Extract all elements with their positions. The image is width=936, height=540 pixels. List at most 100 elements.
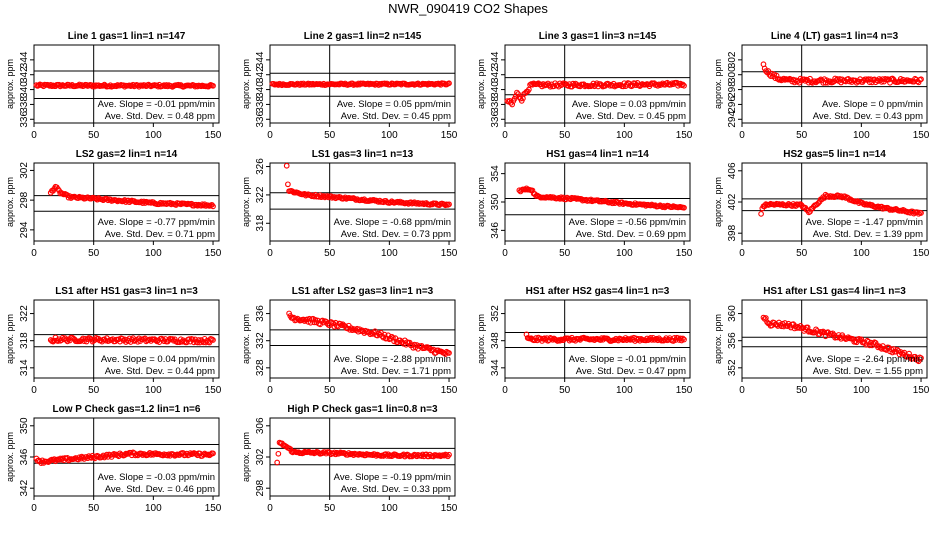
y-axis-label: approx. ppm <box>241 177 251 227</box>
data-point <box>815 200 822 207</box>
x-tick-label: 150 <box>676 248 693 259</box>
data-point <box>324 193 331 199</box>
x-tick-label: 100 <box>381 130 398 141</box>
y-tick-label: 360 <box>727 305 738 322</box>
y-tick-label: 298 <box>255 479 266 496</box>
y-tick-label: 338 <box>19 96 30 113</box>
slope-text: Ave. Slope = -0.77 ppm/min <box>98 217 215 228</box>
x-tick-label: 150 <box>205 503 222 514</box>
data-point <box>134 338 141 345</box>
data-point <box>206 82 213 89</box>
x-tick-label: 150 <box>913 130 930 141</box>
plot-frame <box>269 162 456 242</box>
x-tick-label: 0 <box>502 130 508 141</box>
x-tick-label: 100 <box>145 503 162 514</box>
x-tick-label: 50 <box>559 385 571 396</box>
y-tick-label: 348 <box>490 332 501 349</box>
slope-text: Ave. Slope = 0.05 ppm/min <box>337 99 451 110</box>
slope-text: Ave. Slope = 0 ppm/min <box>822 99 923 110</box>
y-axis-label: approx. ppm <box>713 59 723 109</box>
data-point <box>918 355 924 361</box>
y-tick-label: 294 <box>19 221 30 238</box>
y-tick-label: 332 <box>255 332 266 349</box>
x-tick-label: 0 <box>267 130 273 141</box>
data-point <box>210 450 216 457</box>
y-axis-label: approx. ppm <box>713 314 723 364</box>
data-point <box>882 76 889 82</box>
data-point <box>833 77 840 84</box>
data-point <box>351 196 358 202</box>
data-point <box>375 330 382 337</box>
data-point <box>76 454 83 461</box>
y-tick-label: 302 <box>255 448 266 465</box>
plot-frame <box>741 299 928 379</box>
y-tick-label: 344 <box>490 51 501 68</box>
data-point <box>138 450 145 457</box>
x-tick-label: 0 <box>31 503 37 514</box>
x-tick-label: 100 <box>145 130 162 141</box>
panel-9: LS1 after HS1 gas=3 lin=1 n=3 0 50 100 150 31… <box>5 286 222 396</box>
data-point <box>838 193 844 199</box>
x-tick-label: 150 <box>676 130 693 141</box>
data-point <box>665 336 672 343</box>
data-point <box>99 454 105 460</box>
data-point <box>312 316 319 323</box>
slope-text: Ave. Slope = -0.03 ppm/min <box>98 472 215 483</box>
x-tick-label: 150 <box>913 385 930 396</box>
y-tick-label: 314 <box>19 359 30 376</box>
data-point <box>918 210 924 216</box>
y-tick-label: 352 <box>490 305 501 322</box>
x-tick-label: 0 <box>267 503 273 514</box>
y-tick-label: 344 <box>255 51 266 68</box>
data-point <box>210 82 216 89</box>
x-tick-label: 100 <box>616 248 633 259</box>
x-tick-label: 50 <box>88 130 100 141</box>
x-tick-label: 150 <box>205 130 222 141</box>
x-tick-label: 0 <box>739 248 745 259</box>
panel-title: High P Check gas=1 lin=0.8 n=3 <box>287 404 438 415</box>
slope-text: Ave. Slope = -0.01 ppm/min <box>569 354 686 365</box>
data-point <box>191 339 197 346</box>
data-point <box>182 452 189 458</box>
data-point <box>515 91 521 97</box>
panel-title: Line 1 gas=1 lin=1 n=147 <box>68 31 186 42</box>
data-point <box>765 68 772 74</box>
panel-7: HS1 gas=4 lin=1 n=14 0 50 100 150 346 350 354 ap… <box>476 149 693 259</box>
data-point <box>283 162 290 169</box>
panel-4: Line 4 (LT) gas=1 lin=4 n=30 50 100 1502942… <box>713 31 930 141</box>
figure-title: NWR_090419 CO2 Shapes <box>388 1 548 16</box>
std-dev-text: Ave. Std. Dev. = 0.45 ppm <box>576 111 686 122</box>
panel-title: LS1 gas=3 lin=1 n=13 <box>312 149 414 160</box>
y-tick-label: 318 <box>255 214 266 231</box>
x-tick-label: 50 <box>559 248 571 259</box>
y-tick-label: 356 <box>727 332 738 349</box>
data-point <box>63 337 70 343</box>
y-tick-label: 336 <box>255 111 266 128</box>
y-axis-label: approx. ppm <box>5 314 15 364</box>
data-point <box>888 346 895 353</box>
y-tick-label: 336 <box>255 305 266 322</box>
panel-title: Line 4 (LT) gas=1 lin=4 n=3 <box>771 31 899 42</box>
x-tick-label: 150 <box>205 385 222 396</box>
data-point <box>763 68 769 74</box>
y-tick-label: 294 <box>727 111 738 128</box>
data-point <box>773 72 780 79</box>
data-point <box>443 452 450 458</box>
x-tick-label: 50 <box>88 248 100 259</box>
data-point <box>679 81 686 88</box>
x-tick-label: 100 <box>853 248 870 259</box>
panel-title: Line 2 gas=1 lin=2 n=145 <box>304 31 422 42</box>
x-tick-label: 50 <box>88 385 100 396</box>
x-tick-label: 100 <box>145 385 162 396</box>
std-dev-text: Ave. Std. Dev. = 1.71 ppm <box>341 366 451 377</box>
y-axis-label: approx. ppm <box>713 177 723 227</box>
x-tick-label: 50 <box>796 130 808 141</box>
data-point <box>875 203 881 210</box>
data-point <box>548 335 555 342</box>
data-point <box>390 334 396 341</box>
std-dev-text: Ave. Std. Dev. = 0.73 ppm <box>341 229 451 240</box>
x-tick-label: 0 <box>739 385 745 396</box>
data-point <box>307 319 314 326</box>
x-tick-label: 50 <box>559 130 571 141</box>
plot-frame <box>33 299 220 379</box>
